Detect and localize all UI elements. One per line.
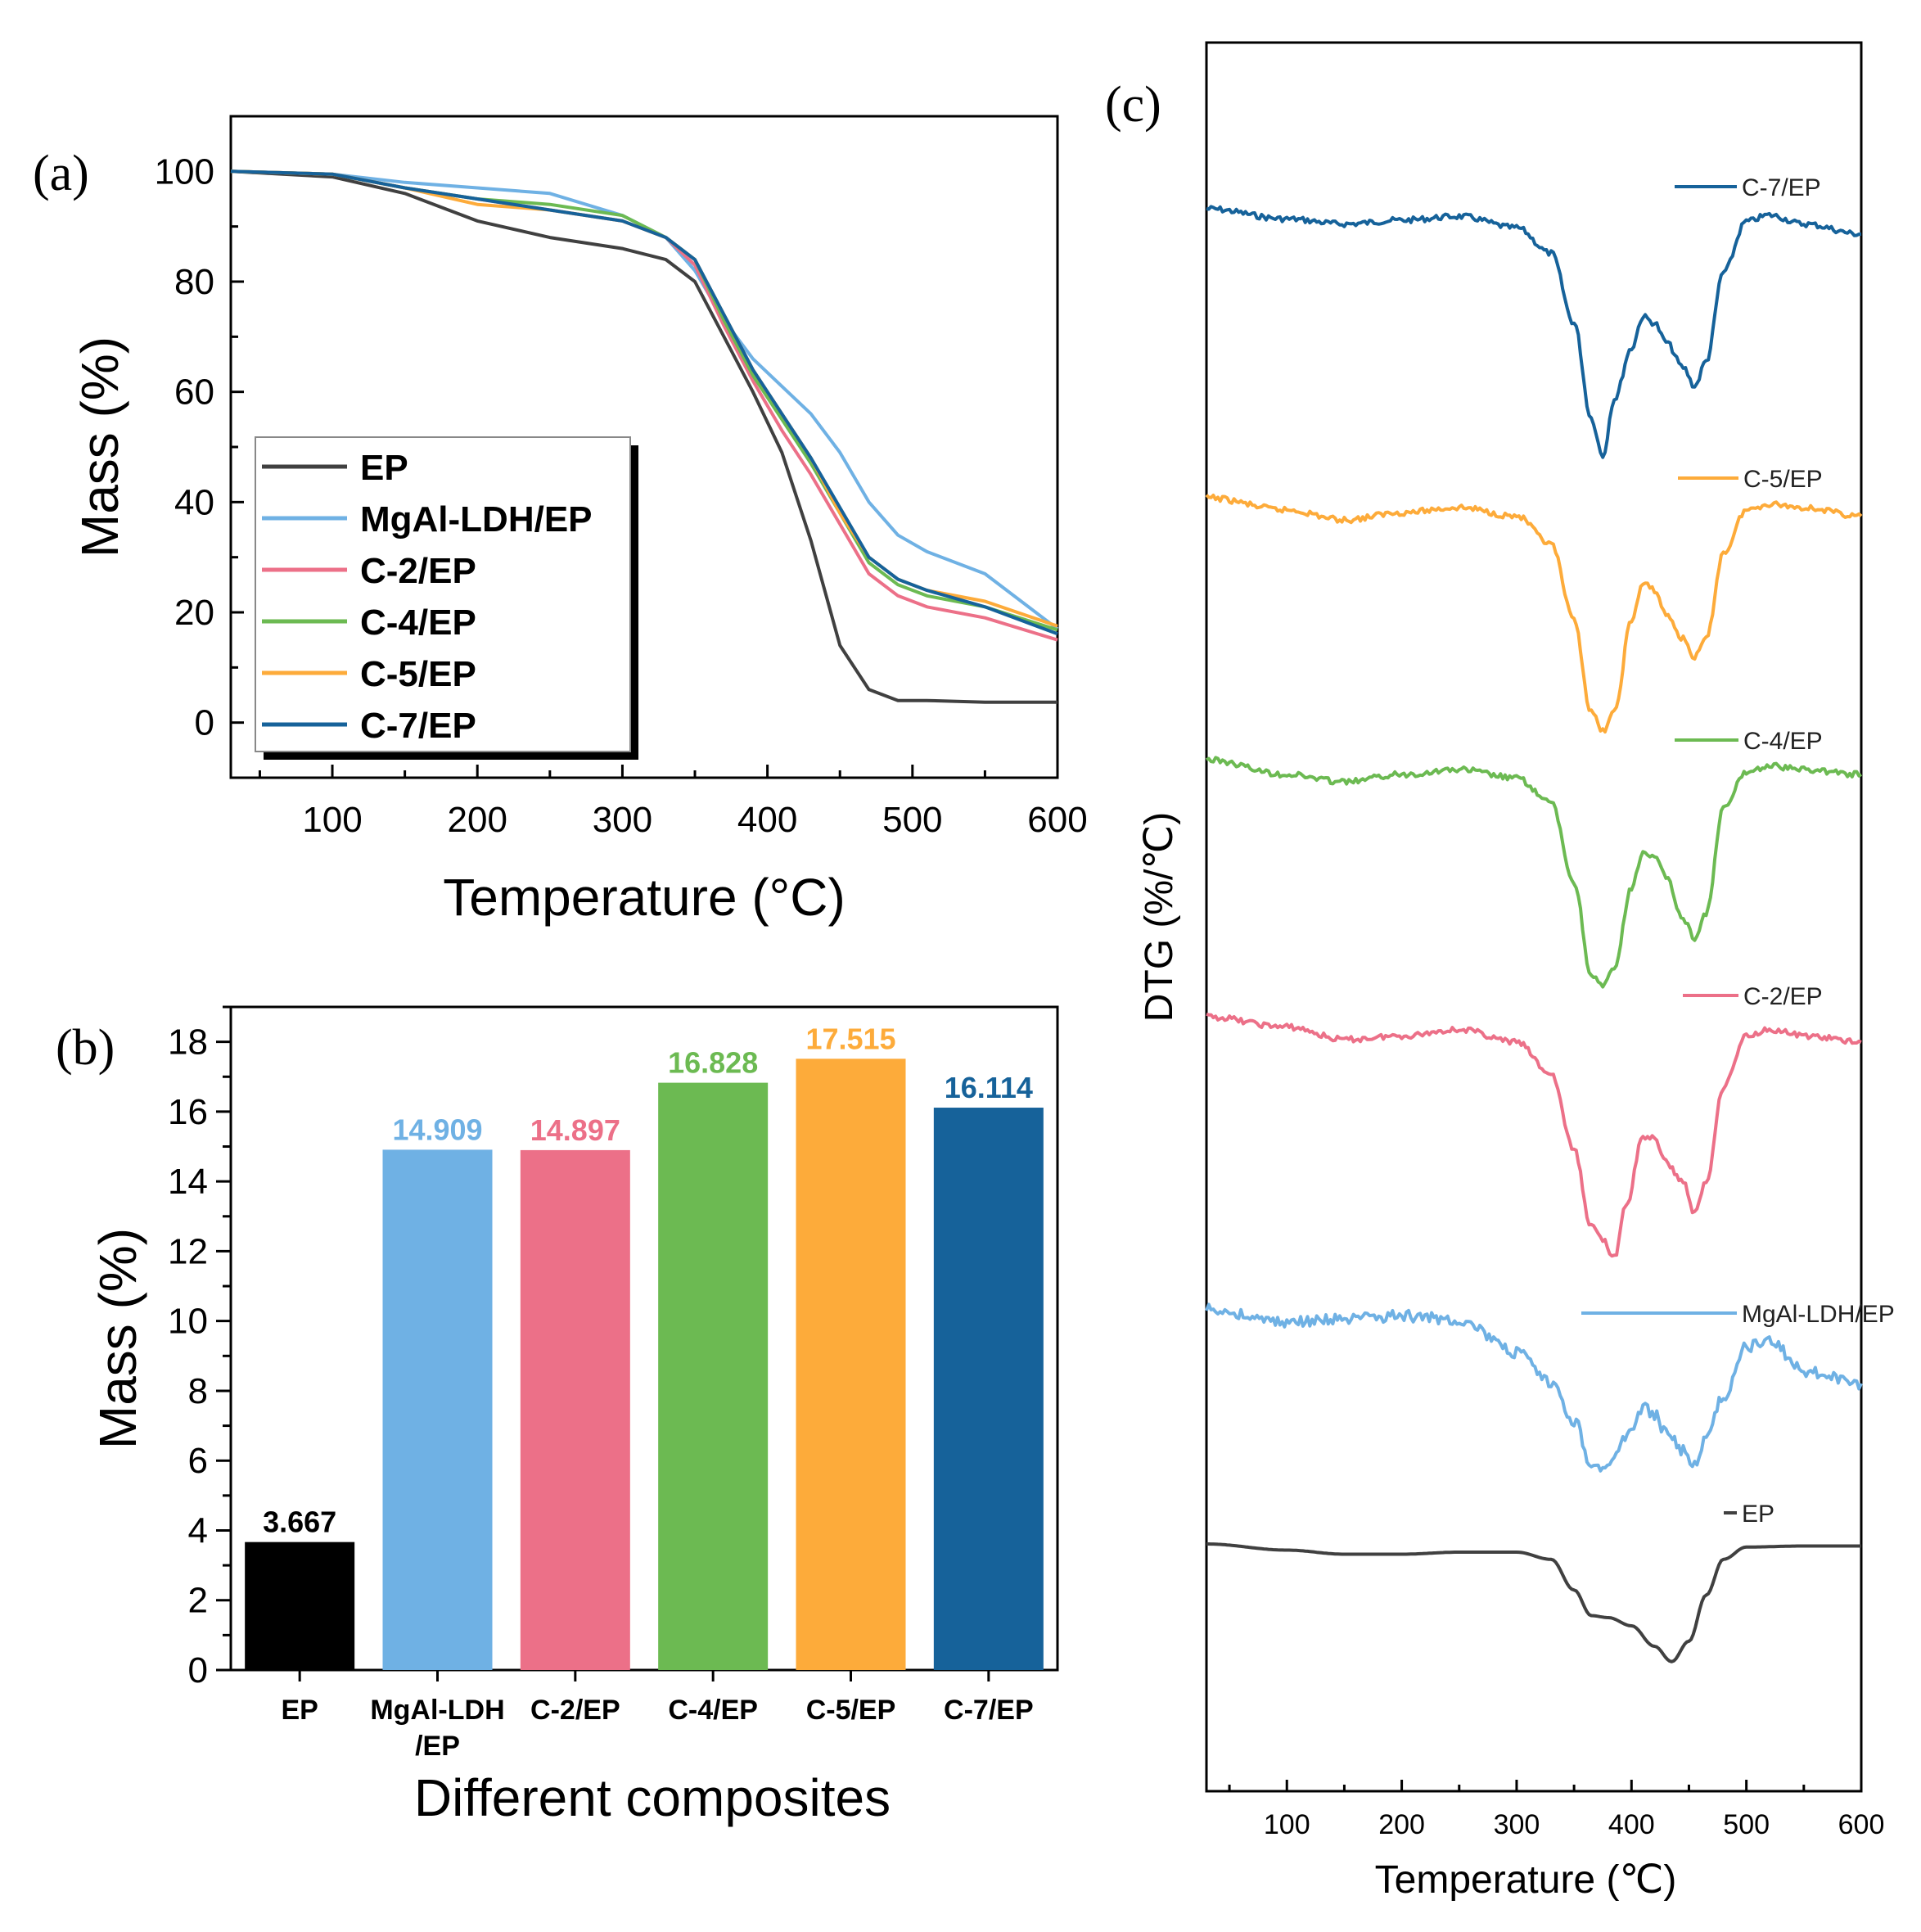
panel-a-x-tick-label: 300 [593, 800, 652, 840]
dtg-legend-label-c-5-ep: C-5/EP [1743, 466, 1823, 493]
panel-a-y-tick-label: 20 [174, 593, 214, 633]
bar-category-label-line: C-2/EP [530, 1695, 620, 1726]
bar-value-label-ep: 3.667 [263, 1505, 336, 1539]
panel-c-dtg-chart: (c) 100 200 300 400 500 600 C-7/EP C-5/EP C-4/E… [1105, 41, 1895, 1902]
bar-mgal-ldh-ep [382, 1149, 493, 1670]
legend-label-c-5-ep: C-5/EP [360, 654, 476, 694]
panel-a-y-tick-label: 60 [174, 372, 214, 413]
panel-b-bars: 3.667 EP 14.909 MgAl-LDH/EP 14.897 C-2/EP 16.8… [245, 1022, 1044, 1762]
panel-a-label: (a) [33, 146, 89, 201]
panel-b-x-axis-label: Different composites [414, 1768, 891, 1827]
legend-label-c-7-ep: C-7/EP [360, 706, 476, 746]
dtg-curve-c-5-ep [1205, 494, 1863, 734]
panel-c-x-tick-label: 300 [1494, 1809, 1540, 1840]
bar-category-label-line: MgAl-LDH [370, 1695, 504, 1726]
bar-category-label-c-5-ep: C-5/EP [806, 1695, 896, 1726]
panel-a-legend: EP MgAl-LDH/EP C-2/EP C-4/EP C-5/EP C-7/EP [255, 436, 638, 760]
legend-box [255, 436, 631, 752]
legend-label-ep: EP [360, 448, 408, 488]
panel-b-axes: 0 2 4 6 8 10 12 14 16 18 [168, 1005, 1059, 1690]
curve-ep [230, 169, 1057, 704]
bar-value-label-c-5-ep: 17.515 [805, 1022, 895, 1055]
bar-ep [245, 1542, 355, 1670]
panel-a-y-tick-label: 0 [195, 703, 214, 743]
panel-b-y-tick-label: 8 [188, 1371, 208, 1411]
bar-category-label-mgal-ldh-ep: MgAl-LDH/EP [370, 1695, 504, 1762]
panel-a-y-tick-label: 40 [174, 482, 214, 522]
panel-a-y-tick-label: 80 [174, 262, 214, 302]
bar-c-7-ep [933, 1108, 1044, 1670]
panel-c-axes: 100 200 300 400 500 600 [1205, 41, 1885, 1840]
panel-b-y-tick-label: 18 [168, 1022, 208, 1063]
dtg-curve-ep [1206, 1542, 1861, 1663]
panel-a-x-tick-label: 600 [1027, 800, 1087, 840]
panel-a-x-tick-label: 500 [882, 800, 942, 840]
panel-c-plot-frame [1205, 41, 1863, 1793]
panel-b-label: (b) [56, 1020, 115, 1076]
panel-a-y-axis-label: Mass (%) [70, 336, 129, 557]
bar-c-5-ep [796, 1059, 906, 1670]
dtg-legend-label-c-4-ep: C-4/EP [1743, 728, 1823, 755]
curve-c-7-ep [230, 169, 1058, 636]
panel-b-y-tick-label: 10 [168, 1302, 208, 1342]
panel-c-x-tick-label: 600 [1838, 1809, 1885, 1840]
dtg-curve-c-7-ep [1206, 205, 1862, 459]
bar-category-label-ep: EP [281, 1695, 318, 1726]
panel-a-x-axis-label: Temperature (°C) [443, 868, 846, 927]
bar-c-2-ep [520, 1149, 630, 1670]
panel-c-x-tick-label: 200 [1378, 1809, 1425, 1840]
bar-category-label-line: EP [281, 1695, 318, 1726]
panel-b-y-tick-label: 4 [188, 1510, 208, 1551]
bar-category-label-line: /EP [415, 1731, 460, 1762]
panel-b-y-tick-label: 12 [168, 1231, 208, 1271]
bar-c-4-ep [658, 1082, 769, 1670]
panel-b-y-tick-label: 16 [168, 1092, 208, 1132]
panel-b-y-tick-label: 14 [168, 1162, 208, 1202]
panel-c-x-tick-label: 500 [1723, 1809, 1770, 1840]
panel-a-x-tick-label: 100 [302, 800, 362, 840]
panel-c-curves: C-7/EP C-5/EP C-4/EP C-2/EP MgAl-LDH/EP EP [1205, 174, 1895, 1663]
dtg-legend-label-mgal-ldh-ep: MgAl-LDH/EP [1742, 1301, 1895, 1328]
panel-b-y-tick-label: 6 [188, 1441, 208, 1481]
legend-label-mgal-ldh-ep: MgAl-LDH/EP [360, 499, 593, 539]
panel-b-residue-bar-chart: (b) 0 2 4 6 8 10 12 14 16 18 3.667 EP 14.909 MgAl-LD… [56, 1005, 1059, 1827]
panel-b-y-tick-label: 2 [188, 1581, 208, 1621]
panel-c-x-tick-label: 400 [1608, 1809, 1655, 1840]
bar-category-label-line: C-7/EP [944, 1695, 1034, 1726]
panel-b-y-tick-label: 0 [188, 1650, 208, 1690]
bar-value-label-c-4-ep: 16.828 [668, 1046, 758, 1080]
bar-category-label-c-7-ep: C-7/EP [944, 1695, 1034, 1726]
bar-category-label-line: C-4/EP [668, 1695, 758, 1726]
bar-category-label-c-4-ep: C-4/EP [668, 1695, 758, 1726]
legend-label-c-4-ep: C-4/EP [360, 603, 476, 643]
bar-value-label-c-7-ep: 16.114 [945, 1071, 1033, 1104]
panel-b-plot-frame [229, 1005, 1059, 1672]
dtg-curve-c-2-ep [1206, 1012, 1862, 1258]
bar-category-label-c-2-ep: C-2/EP [530, 1695, 620, 1726]
bar-value-label-c-2-ep: 14.897 [530, 1113, 620, 1147]
panel-c-x-axis-label: Temperature (℃) [1375, 1858, 1677, 1902]
legend-label-c-2-ep: C-2/EP [360, 551, 476, 591]
panel-a-x-tick-label: 400 [737, 800, 797, 840]
bar-value-label-mgal-ldh-ep: 14.909 [392, 1113, 482, 1146]
panel-b-y-axis-label: Mass (%) [88, 1228, 147, 1449]
dtg-curve-mgal-ldh-ep [1205, 1302, 1863, 1473]
bar-category-label-line: C-5/EP [806, 1695, 896, 1726]
panel-a-curves [230, 169, 1059, 704]
panel-a-tga-chart: (a) 100 200 300 400 500 600 0 20 40 60 80 100 EP MgA… [33, 115, 1088, 927]
panel-c-x-tick-label: 100 [1264, 1809, 1310, 1840]
dtg-legend-label-c-7-ep: C-7/EP [1742, 174, 1821, 201]
panel-a-y-tick-label: 100 [155, 151, 214, 192]
panel-c-y-axis-label: DTG (%/℃) [1138, 812, 1181, 1022]
dtg-legend-label-ep: EP [1742, 1501, 1774, 1528]
panel-a-axes: 100 200 300 400 500 600 0 20 40 60 80 100 [155, 115, 1088, 840]
dtg-curve-c-4-ep [1206, 756, 1863, 989]
panel-c-label: (c) [1105, 77, 1161, 133]
dtg-legend-label-c-2-ep: C-2/EP [1743, 983, 1823, 1010]
panel-a-x-tick-label: 200 [448, 800, 507, 840]
